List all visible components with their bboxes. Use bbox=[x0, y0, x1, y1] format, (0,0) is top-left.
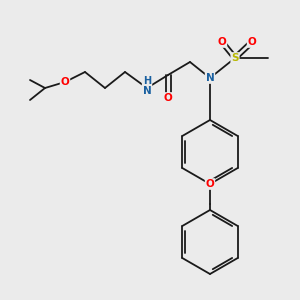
Text: O: O bbox=[206, 179, 214, 189]
Text: H: H bbox=[142, 83, 152, 93]
Text: N: N bbox=[206, 73, 214, 83]
Text: O: O bbox=[248, 37, 256, 47]
Text: H: H bbox=[143, 76, 151, 86]
Text: O: O bbox=[218, 37, 226, 47]
Text: S: S bbox=[231, 53, 239, 63]
Text: N: N bbox=[142, 86, 152, 96]
Text: O: O bbox=[61, 77, 69, 87]
Text: O: O bbox=[164, 93, 172, 103]
